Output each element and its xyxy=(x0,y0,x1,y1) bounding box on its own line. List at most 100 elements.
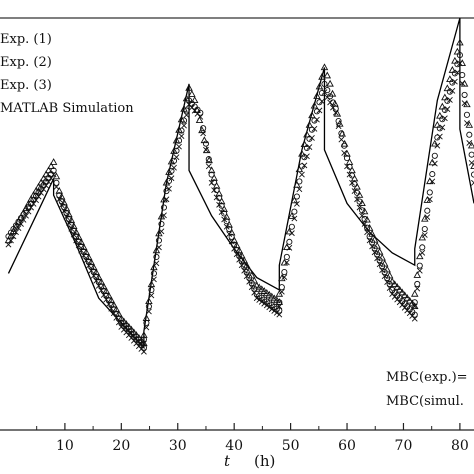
data-point-cross xyxy=(73,237,80,244)
data-point-cross xyxy=(449,87,456,94)
data-point-triangle xyxy=(188,90,196,97)
data-point-triangle xyxy=(89,263,98,271)
data-point-cross xyxy=(246,278,253,285)
data-point-cross xyxy=(113,314,120,321)
data-point-cross xyxy=(203,146,209,153)
data-point-cross xyxy=(444,106,451,113)
data-point-triangle xyxy=(92,268,101,276)
data-point-triangle xyxy=(49,158,58,165)
data-point-triangle xyxy=(100,282,108,290)
data-point-triangle xyxy=(69,222,78,230)
data-point-cross xyxy=(341,150,348,156)
data-point-triangle xyxy=(175,126,183,133)
data-point-triangle xyxy=(323,71,332,79)
data-point-cross xyxy=(386,285,393,292)
data-point-cross xyxy=(241,267,248,274)
data-point-triangle xyxy=(140,339,148,347)
data-point-cross xyxy=(115,319,122,326)
data-point-cross xyxy=(58,202,65,209)
data-point-cross xyxy=(384,279,391,286)
data-point-cross xyxy=(75,242,82,249)
data-point-triangle xyxy=(285,227,294,235)
data-point-cross xyxy=(15,225,22,232)
data-point-triangle xyxy=(273,296,281,304)
data-point-triangle xyxy=(400,291,409,299)
data-point-cross xyxy=(306,144,313,151)
data-point-triangle xyxy=(405,296,414,304)
data-point-triangle xyxy=(170,147,178,154)
data-point-cross xyxy=(454,69,461,76)
data-point-circle xyxy=(180,117,188,124)
data-point-cross xyxy=(411,315,418,322)
data-point-cross xyxy=(83,257,90,264)
data-point-cross xyxy=(61,208,68,214)
data-point-triangle xyxy=(380,259,389,267)
x-tick-label: 30 xyxy=(169,438,187,454)
data-point-cross xyxy=(273,309,280,316)
data-point-cross xyxy=(316,107,323,114)
data-point-triangle xyxy=(150,263,158,271)
data-point-cross xyxy=(45,178,52,185)
data-point-cross xyxy=(213,194,220,201)
data-point-triangle xyxy=(55,186,64,194)
data-point-cross xyxy=(301,162,308,169)
data-point-circle xyxy=(278,284,285,291)
data-point-triangle xyxy=(190,96,199,104)
data-point-triangle xyxy=(260,287,269,294)
data-point-cross xyxy=(330,104,336,111)
data-point-triangle xyxy=(107,296,116,304)
data-point-triangle xyxy=(390,280,399,288)
data-point-triangle xyxy=(403,294,411,301)
data-point-circle xyxy=(426,189,433,196)
data-point-triangle xyxy=(130,328,138,336)
data-point-cross xyxy=(151,276,157,283)
data-point-cross xyxy=(8,237,14,244)
data-point-triangle xyxy=(14,218,23,225)
data-point-cross xyxy=(281,274,288,281)
data-point-cross xyxy=(354,196,360,203)
data-point-circle xyxy=(140,344,147,351)
data-point-cross xyxy=(258,298,265,305)
data-point-cross xyxy=(376,261,383,268)
data-point-cross xyxy=(359,212,366,219)
data-point-circle xyxy=(461,91,468,98)
data-point-circle xyxy=(421,225,428,233)
data-point-triangle xyxy=(225,220,233,228)
data-point-triangle xyxy=(288,212,296,219)
data-point-cross xyxy=(324,94,331,101)
data-point-triangle xyxy=(72,228,80,235)
data-point-circle xyxy=(183,107,190,114)
data-point-circle xyxy=(419,244,426,251)
x-ticks: 10 20 30 40 50 60 70 80 xyxy=(36,423,469,454)
x-tick-label: 20 xyxy=(112,438,130,454)
data-point-cross xyxy=(371,249,378,256)
data-point-cross xyxy=(278,288,285,295)
legend-entry-exp1: Exp. (1) xyxy=(0,32,52,47)
data-point-triangle xyxy=(122,320,131,327)
data-point-triangle xyxy=(413,271,422,278)
data-point-cross xyxy=(211,187,218,194)
data-point-triangle xyxy=(94,273,103,281)
data-point-cross xyxy=(364,229,371,236)
data-point-triangle xyxy=(177,115,186,123)
x-tick-label: 50 xyxy=(282,438,300,454)
data-point-cross xyxy=(10,233,17,240)
data-point-cross xyxy=(276,311,283,318)
data-point-triangle xyxy=(460,79,469,87)
data-point-cross xyxy=(332,109,339,116)
data-point-cross xyxy=(23,212,29,219)
data-point-cross xyxy=(158,228,165,235)
data-point-cross xyxy=(148,292,155,299)
x-tick-label: 80 xyxy=(451,438,469,454)
data-point-triangle xyxy=(227,228,236,236)
data-point-triangle xyxy=(395,285,404,293)
data-point-cross xyxy=(426,196,433,203)
data-point-triangle xyxy=(242,261,251,269)
data-point-triangle xyxy=(318,72,326,80)
data-point-cross xyxy=(309,135,315,141)
data-point-cross xyxy=(226,231,233,237)
data-point-cross xyxy=(327,99,334,106)
data-point-triangle xyxy=(275,289,284,297)
data-point-cross xyxy=(291,215,298,222)
data-point-triangle xyxy=(127,325,136,333)
